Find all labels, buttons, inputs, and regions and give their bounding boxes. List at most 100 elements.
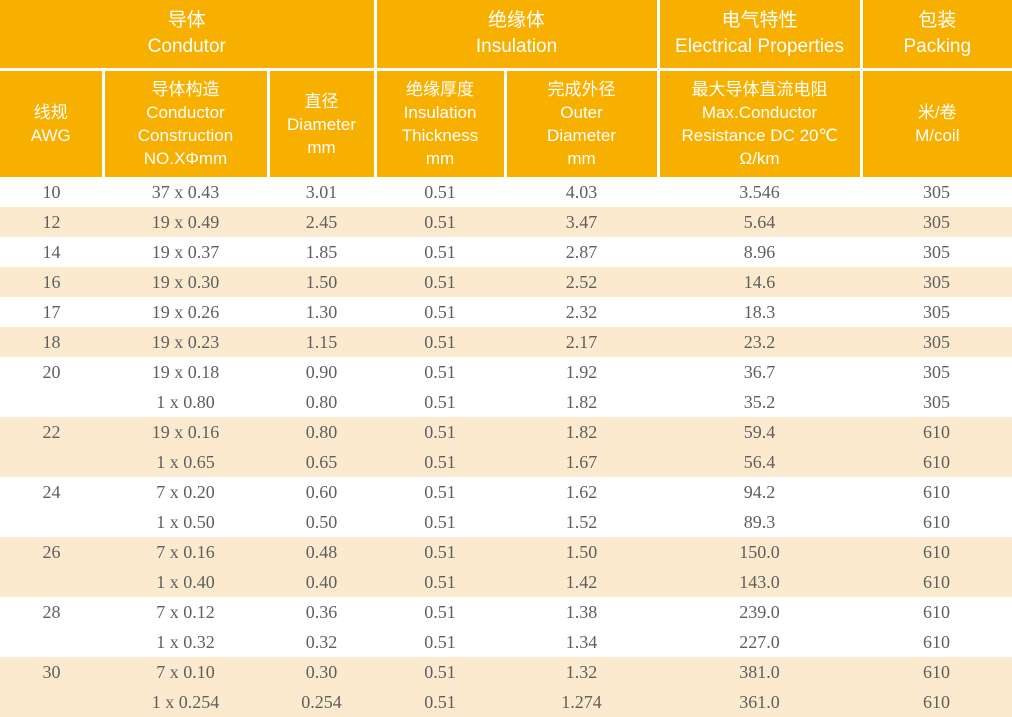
cell-awg: 26 [0,537,103,567]
cell-insulation-thickness: 0.51 [375,567,506,597]
cell-m-per-coil: 610 [861,417,1012,447]
cell-insulation-thickness: 0.51 [375,687,506,717]
cell-conductor-construction: 19 x 0.18 [103,357,268,387]
cell-resistance: 36.7 [658,357,862,387]
cell-outer-diameter: 1.42 [505,567,659,597]
cell-m-per-coil: 305 [861,207,1012,237]
cell-insulation-thickness: 0.51 [375,387,506,417]
column-header-diameter: 直径 Diameter mm [268,69,377,177]
cell-outer-diameter: 1.50 [505,537,659,567]
cell-conductor-construction: 1 x 0.65 [103,447,268,477]
cell-awg: 28 [0,597,103,627]
cell-diameter: 1.15 [268,327,376,357]
cell-diameter: 1.30 [268,297,376,327]
cell-conductor-construction: 7 x 0.12 [103,597,268,627]
cell-outer-diameter: 1.34 [505,627,659,657]
cell-awg [0,387,103,417]
column-header-row: 线规 AWG 导体构造 Conductor Construction NO.XΦ… [0,69,1012,177]
cell-conductor-construction: 19 x 0.30 [103,267,268,297]
table-row: 1 x 0.65 0.65 0.51 1.67 56.4 610 [0,447,1012,477]
cell-insulation-thickness: 0.51 [375,657,506,687]
cell-outer-diameter: 2.32 [505,297,659,327]
cell-resistance: 227.0 [658,627,862,657]
column-header-outer-diameter: 完成外径 Outer Diameter mm [505,69,660,177]
column-header-m-per-coil: 米/卷 M/coil [861,69,1012,177]
table-row: 1 x 0.40 0.40 0.51 1.42 143.0 610 [0,567,1012,597]
cell-diameter: 0.36 [268,597,376,627]
table-header: 导体 Condutor 绝缘体 Insulation 电气特性 Electric… [0,0,1012,177]
cell-resistance: 89.3 [658,507,862,537]
cell-resistance: 35.2 [658,387,862,417]
table-row: 16 19 x 0.30 1.50 0.51 2.52 14.6 305 [0,267,1012,297]
cell-conductor-construction: 1 x 0.80 [103,387,268,417]
cell-resistance: 8.96 [658,237,862,267]
cell-insulation-thickness: 0.51 [375,417,506,447]
cell-awg: 18 [0,327,103,357]
cell-insulation-thickness: 0.51 [375,177,506,207]
table-row: 28 7 x 0.12 0.36 0.51 1.38 239.0 610 [0,597,1012,627]
table-row: 14 19 x 0.37 1.85 0.51 2.87 8.96 305 [0,237,1012,267]
group-header-insulation: 绝缘体 Insulation [375,0,660,71]
cell-awg: 22 [0,417,103,447]
cell-outer-diameter: 2.52 [505,267,659,297]
cell-outer-diameter: 2.87 [505,237,659,267]
cell-awg: 20 [0,357,103,387]
group-header-electrical-properties: 电气特性 Electrical Properties [658,0,863,71]
group-header-conductor: 导体 Condutor [0,0,377,71]
cell-m-per-coil: 610 [861,687,1012,717]
cell-resistance: 143.0 [658,567,862,597]
cell-diameter: 0.65 [268,447,376,477]
cell-resistance: 5.64 [658,207,862,237]
cell-m-per-coil: 610 [861,447,1012,477]
cell-diameter: 0.48 [268,537,376,567]
cell-awg [0,627,103,657]
cell-resistance: 56.4 [658,447,862,477]
cell-outer-diameter: 1.82 [505,417,659,447]
table-row: 18 19 x 0.23 1.15 0.51 2.17 23.2 305 [0,327,1012,357]
cell-conductor-construction: 1 x 0.32 [103,627,268,657]
cell-conductor-construction: 37 x 0.43 [103,177,268,207]
table-body: 10 37 x 0.43 3.01 0.51 4.03 3.546 305 12… [0,177,1012,717]
cell-diameter: 0.80 [268,387,376,417]
cell-diameter: 0.30 [268,657,376,687]
cell-m-per-coil: 610 [861,657,1012,687]
cell-m-per-coil: 610 [861,597,1012,627]
cell-diameter: 0.50 [268,507,376,537]
table-row: 30 7 x 0.10 0.30 0.51 1.32 381.0 610 [0,657,1012,687]
cell-insulation-thickness: 0.51 [375,537,506,567]
table-row: 1 x 0.32 0.32 0.51 1.34 227.0 610 [0,627,1012,657]
cell-outer-diameter: 1.62 [505,477,659,507]
cell-resistance: 381.0 [658,657,862,687]
cell-outer-diameter: 1.92 [505,357,659,387]
cell-insulation-thickness: 0.51 [375,447,506,477]
cell-resistance: 23.2 [658,327,862,357]
cell-resistance: 14.6 [658,267,862,297]
cell-awg: 16 [0,267,103,297]
cell-insulation-thickness: 0.51 [375,357,506,387]
cell-m-per-coil: 305 [861,237,1012,267]
cell-insulation-thickness: 0.51 [375,267,506,297]
table-row: 1 x 0.80 0.80 0.51 1.82 35.2 305 [0,387,1012,417]
cell-outer-diameter: 1.32 [505,657,659,687]
cell-awg: 17 [0,297,103,327]
cell-m-per-coil: 610 [861,537,1012,567]
cell-insulation-thickness: 0.51 [375,597,506,627]
cell-awg [0,447,103,477]
cell-resistance: 94.2 [658,477,862,507]
cell-insulation-thickness: 0.51 [375,237,506,267]
cell-m-per-coil: 610 [861,477,1012,507]
cell-m-per-coil: 305 [861,327,1012,357]
cell-conductor-construction: 19 x 0.37 [103,237,268,267]
cell-outer-diameter: 1.82 [505,387,659,417]
table-row: 20 19 x 0.18 0.90 0.51 1.92 36.7 305 [0,357,1012,387]
cell-m-per-coil: 610 [861,627,1012,657]
cell-m-per-coil: 305 [861,267,1012,297]
cell-conductor-construction: 1 x 0.254 [103,687,268,717]
column-header-max-resistance: 最大导体直流电阻 Max.Conductor Resistance DC 20℃… [658,69,863,177]
cell-resistance: 18.3 [658,297,862,327]
cell-conductor-construction: 7 x 0.10 [103,657,268,687]
cell-conductor-construction: 1 x 0.40 [103,567,268,597]
cell-awg: 30 [0,657,103,687]
